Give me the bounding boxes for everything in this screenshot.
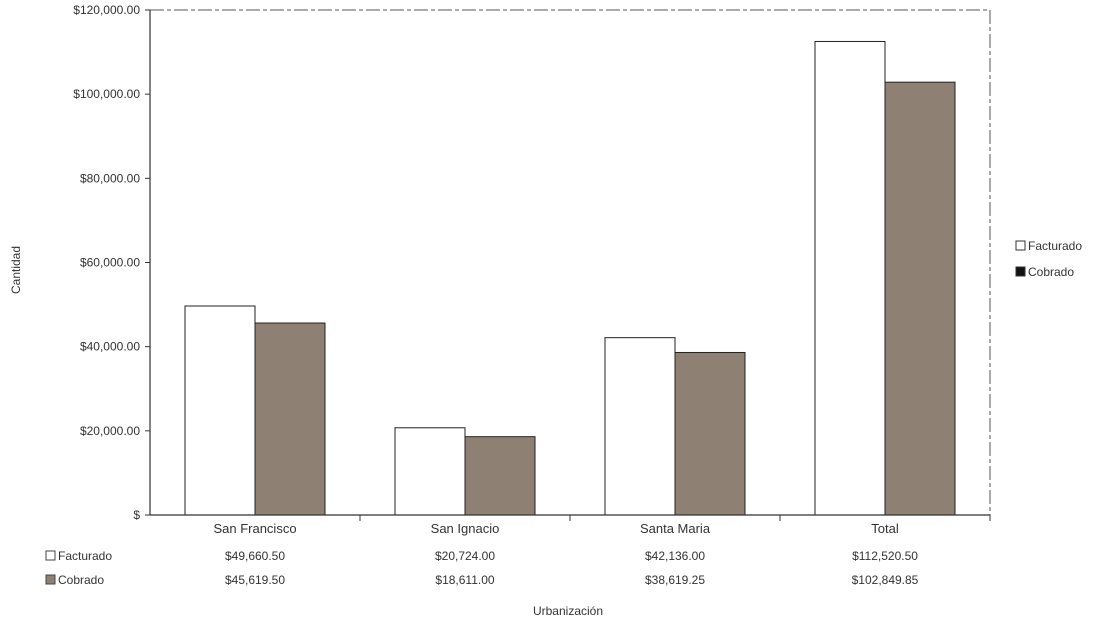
bar-cobrado-3 [674,351,746,516]
table-cell: $112,520.50 [852,549,918,563]
table-key-cobrado [45,574,56,585]
table-key-facturado [45,550,56,561]
legend-group: Facturado Cobrado [1015,239,1082,279]
category-label: San Francisco [213,521,296,536]
y-tick-label: $40,000.00 [80,340,140,354]
category-label: Santa Maria [640,521,711,536]
x-axis-title: Urbanización [533,604,603,618]
category-label: Total [871,521,899,536]
y-tick-label: $ [133,508,140,522]
y-tick-label: $100,000.00 [73,87,140,101]
data-table-group: Facturado $49,660.50 $20,724.00 $42,136.00 $… [45,549,919,587]
legend-label: Cobrado [1028,265,1074,279]
table-cell: $18,611.00 [435,573,494,587]
table-series-label: Facturado [58,549,112,563]
bar-facturado-1 [184,305,256,516]
legend-swatch-cobrado [1015,266,1026,277]
table-cell: $42,136.00 [645,549,705,563]
table-cell: $20,724.00 [435,549,495,563]
table-cell: $45,619.50 [225,573,285,587]
bar-cobrado-2 [464,436,536,516]
category-labels-group: San Francisco San Ignacio Santa Maria Total [213,515,991,536]
y-axis-title: Cantidad [9,246,23,294]
category-label: San Ignacio [431,521,500,536]
y-tick-label: $80,000.00 [80,171,140,185]
y-tick-label: $60,000.00 [80,256,140,270]
bar-cobrado-1 [254,322,326,516]
table-cell: $49,660.50 [225,549,285,563]
bar-facturado-2 [394,427,466,516]
legend-label: Facturado [1028,239,1082,253]
table-series-label: Cobrado [58,573,104,587]
y-tick-label: $120,000.00 [73,3,140,17]
legend-swatch-facturado [1015,240,1026,251]
bar-facturado-4 [814,40,886,516]
table-cell: $38,619.25 [645,573,705,587]
table-cell: $102,849.85 [852,573,919,587]
bars-group [184,40,956,516]
y-tick-label: $20,000.00 [80,424,140,438]
bar-cobrado-4 [884,81,956,516]
bar-facturado-3 [604,337,676,516]
y-ticks-group: $ $20,000.00 $40,000.00 $60,000.00 $80,000.0… [73,3,150,522]
